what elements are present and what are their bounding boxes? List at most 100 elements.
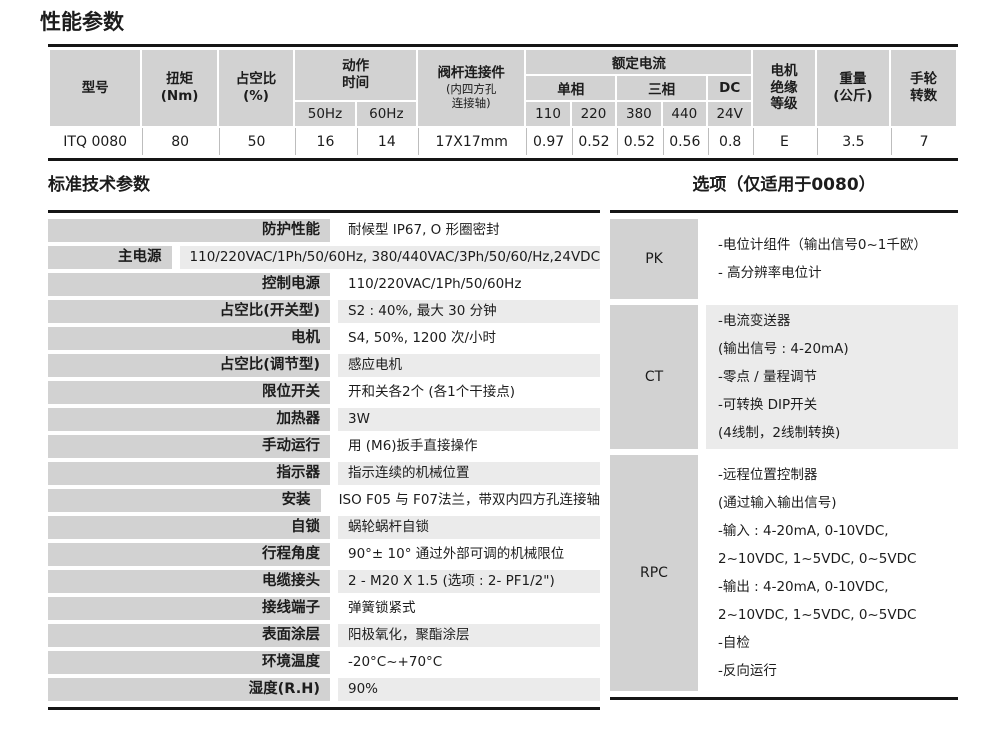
option-line: -零点 / 量程调节 <box>718 369 818 385</box>
cell-weight: 3.5 <box>816 128 890 155</box>
header-line: 占空比 <box>235 71 277 88</box>
header-line: 电机 <box>770 62 798 79</box>
param-row: 电缆接头 2 - M20 X 1.5 (选项 : 2- PF1/2") <box>48 570 600 593</box>
header-line: (公斤) <box>833 88 873 104</box>
option-line: -输入 : 4-20mA, 0-10VDC, <box>718 523 889 539</box>
param-value: 90% <box>338 678 600 701</box>
header-line: 扭矩 <box>166 71 194 88</box>
header-line: 连接轴) <box>451 96 491 111</box>
option-description: -电流变送器 (输出信号 : 4-20mA) -零点 / 量程调节 -可转换 D… <box>706 305 958 449</box>
header-50hz: 50Hz <box>295 102 355 126</box>
header-line: 手轮 <box>910 71 938 88</box>
param-label: 指示器 <box>48 462 330 485</box>
param-row: 接线端子 弹簧锁紧式 <box>48 597 600 620</box>
table-row: ITQ 0080 80 50 16 14 17X17mm 0.97 0.52 0… <box>50 128 956 155</box>
header-line: 等级 <box>770 96 798 113</box>
performance-spec-table: 型号 扭矩 (Nm) 占空比 (%) 动作 时间 阀杆连接件 (内四方孔 连接轴… <box>48 48 958 157</box>
param-label: 占空比(开关型) <box>48 300 330 323</box>
header-line: 动作 <box>342 58 370 75</box>
param-value: 110/220VAC/1Ph/50/60Hz <box>348 276 522 292</box>
header-dc: DC <box>707 76 752 100</box>
options-table: PK -电位计组件（输出信号0~1千欧） - 高分辨率电位计 CT -电流变送器… <box>610 210 958 700</box>
option-line: 2~10VDC, 1~5VDC, 0~5VDC <box>718 607 917 623</box>
param-value: 3W <box>338 408 600 431</box>
header-model: 型号 <box>50 50 141 126</box>
standard-params-table: 防护性能 耐候型 IP67, O 形圈密封 主电源 110/220VAC/1Ph… <box>48 210 600 710</box>
header-110v: 110 <box>526 102 570 126</box>
option-line: (4线制，2线制转换) <box>718 425 841 441</box>
option-group-rpc: RPC -远程位置控制器 (通过输入输出信号) -输入 : 4-20mA, 0-… <box>610 455 958 691</box>
param-value: 耐候型 IP67, O 形圈密封 <box>348 222 500 238</box>
cell-handwheel: 7 <box>891 128 956 155</box>
header-weight: 重量 (公斤) <box>816 50 890 126</box>
param-row: 环境温度 -20°C~+70°C <box>48 651 600 674</box>
header-stem-connector: 阀杆连接件 (内四方孔 连接轴) <box>418 50 525 126</box>
options-heading: 选项（仅适用于0080） <box>692 175 876 195</box>
param-value: 指示连续的机械位置 <box>338 462 600 485</box>
cell-current-220: 0.52 <box>571 128 616 155</box>
header-rated-current: 额定电流 <box>526 50 752 74</box>
param-value: S4, 50%, 1200 次/小时 <box>348 330 497 346</box>
param-label: 限位开关 <box>48 381 330 404</box>
option-line: -反向运行 <box>718 663 777 679</box>
param-value: 阳极氧化，聚酯涂层 <box>338 624 600 647</box>
header-line: 型号 <box>81 79 109 96</box>
header-440v: 440 <box>662 102 706 126</box>
param-row: 占空比(开关型) S2 : 40%, 最大 30 分钟 <box>48 300 600 323</box>
option-description: -电位计组件（输出信号0~1千欧） - 高分辨率电位计 <box>706 219 958 299</box>
header-line: 重量 <box>839 71 867 88</box>
header-line: 转数 <box>910 88 938 104</box>
header-line: 时间 <box>342 75 370 91</box>
cell-stem: 17X17mm <box>418 128 525 155</box>
param-row: 防护性能 耐候型 IP67, O 形圈密封 <box>48 219 600 242</box>
cell-current-380: 0.52 <box>617 128 661 155</box>
param-label: 环境温度 <box>48 651 330 674</box>
param-value: 开和关各2个 (各1个干接点) <box>348 384 516 400</box>
param-row: 占空比(调节型) 感应电机 <box>48 354 600 377</box>
param-row: 加热器 3W <box>48 408 600 431</box>
header-handwheel-turns: 手轮 转数 <box>891 50 956 126</box>
header-line: 绝缘 <box>770 79 798 96</box>
option-code: PK <box>610 219 698 299</box>
option-line: -电流变送器 <box>718 313 791 329</box>
cell-current-440: 0.56 <box>662 128 706 155</box>
header-220v: 220 <box>571 102 616 126</box>
option-group-pk: PK -电位计组件（输出信号0~1千欧） - 高分辨率电位计 <box>610 219 958 299</box>
param-value: S2 : 40%, 最大 30 分钟 <box>338 300 600 323</box>
cell-duty: 50 <box>218 128 294 155</box>
cell-time-60hz: 14 <box>356 128 417 155</box>
param-value: -20°C~+70°C <box>348 654 443 670</box>
header-line: 阀杆连接件 <box>437 65 505 82</box>
cell-torque: 80 <box>142 128 217 155</box>
param-label: 主电源 <box>48 246 172 269</box>
param-value: 110/220VAC/1Ph/50/60Hz, 380/440VAC/3Ph/5… <box>179 246 600 269</box>
cell-time-50hz: 16 <box>295 128 355 155</box>
option-line: (通过输入输出信号) <box>718 495 837 511</box>
param-label: 防护性能 <box>48 219 330 242</box>
option-line: -电位计组件（输出信号0~1千欧） <box>718 237 927 253</box>
header-single-phase: 单相 <box>526 76 616 100</box>
param-row: 手动运行 用 (M6)扳手直接操作 <box>48 435 600 458</box>
param-label: 行程角度 <box>48 543 330 566</box>
header-line: (内四方孔 <box>445 82 497 97</box>
param-row: 指示器 指示连续的机械位置 <box>48 462 600 485</box>
header-380v: 380 <box>617 102 661 126</box>
cell-model: ITQ 0080 <box>50 128 141 155</box>
option-line: -输出 : 4-20mA, 0-10VDC, <box>718 579 889 595</box>
cell-current-110: 0.97 <box>526 128 570 155</box>
header-torque: 扭矩 (Nm) <box>142 50 217 126</box>
header-duty-cycle: 占空比 (%) <box>218 50 294 126</box>
cell-current-24v: 0.8 <box>707 128 752 155</box>
option-line: 2~10VDC, 1~5VDC, 0~5VDC <box>718 551 917 567</box>
param-row: 湿度(R.H) 90% <box>48 678 600 701</box>
option-line: -自检 <box>718 635 750 651</box>
param-value: 90°± 10° 通过外部可调的机械限位 <box>348 546 565 562</box>
header-24v: 24V <box>707 102 752 126</box>
header-three-phase: 三相 <box>617 76 706 100</box>
param-label: 加热器 <box>48 408 330 431</box>
param-row: 电机 S4, 50%, 1200 次/小时 <box>48 327 600 350</box>
standard-params-heading: 标准技术参数 <box>48 175 150 195</box>
param-value: 感应电机 <box>338 354 600 377</box>
param-label: 电机 <box>48 327 330 350</box>
